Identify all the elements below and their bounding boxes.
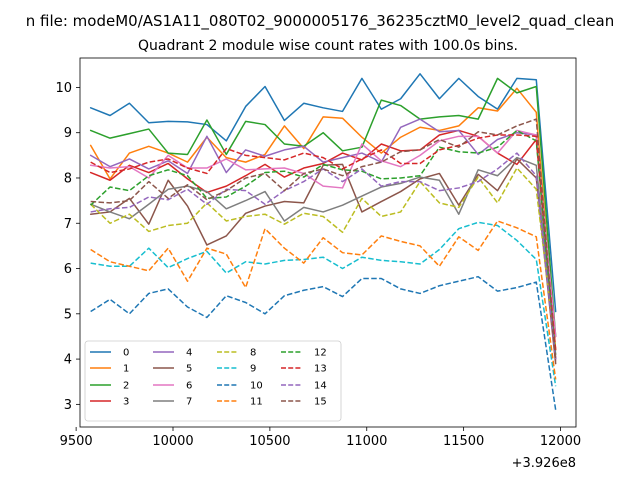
legend-label-0: 0 [123, 348, 129, 359]
legend-label-1: 1 [123, 364, 129, 375]
legend-label-10: 10 [250, 381, 263, 392]
series-line-7 [89, 156, 557, 356]
series-line-5 [89, 158, 557, 365]
y-tick-label: 6 [64, 262, 72, 277]
legend-label-12: 12 [314, 348, 327, 359]
series-line-6 [89, 129, 557, 338]
legend-frame [84, 340, 342, 422]
legend-label-3: 3 [123, 397, 129, 408]
legend-label-7: 7 [186, 397, 192, 408]
series-layer [89, 73, 557, 410]
legend-label-11: 11 [250, 397, 263, 408]
series-line-10 [90, 275, 557, 410]
legend-label-5: 5 [186, 364, 192, 375]
legend-label-13: 13 [314, 364, 327, 375]
legend-label-9: 9 [250, 364, 256, 375]
series-line-9 [90, 221, 557, 387]
y-axis: 3 4 5 6 7 8 9 10 [55, 81, 80, 413]
y-tick-label: 9 [64, 126, 72, 141]
series-line-13 [90, 134, 557, 351]
x-tick-label: 10000 [152, 434, 193, 449]
legend-label-8: 8 [250, 348, 256, 359]
series-line-2 [89, 77, 557, 338]
chart-title: Quadrant 2 module wise count rates with … [138, 38, 518, 54]
legend-label-4: 4 [186, 348, 192, 359]
legend-label-15: 15 [314, 397, 327, 408]
series-line-15 [90, 118, 557, 362]
figure-suptitle: n file: modeM0/AS1A11_080T02_9000005176_… [26, 12, 615, 31]
x-tick-label: 9500 [60, 434, 93, 449]
legend-label-14: 14 [314, 381, 327, 392]
series-line-0 [89, 73, 557, 313]
series-line-4 [89, 118, 557, 360]
y-tick-label: 4 [64, 353, 72, 368]
y-tick-label: 10 [55, 81, 72, 96]
x-tick-label: 10500 [249, 434, 290, 449]
y-tick-label: 7 [64, 217, 72, 232]
x-tick-label: 11500 [443, 434, 484, 449]
x-axis-offset-label: +3.926e8 [512, 456, 576, 471]
legend-label-6: 6 [186, 381, 192, 392]
y-tick-label: 3 [64, 398, 72, 413]
x-tick-label: 12000 [540, 434, 581, 449]
x-axis: 9500 10000 10500 11000 11500 12000 [60, 427, 581, 449]
series-line-14 [90, 152, 557, 360]
legend-label-2: 2 [123, 381, 129, 392]
y-tick-label: 5 [64, 307, 72, 322]
x-tick-label: 11000 [346, 434, 387, 449]
y-tick-label: 8 [64, 171, 72, 186]
series-line-8 [90, 167, 557, 351]
series-line-11 [90, 220, 557, 380]
series-line-12 [90, 129, 557, 357]
plot-frame [79, 57, 577, 428]
